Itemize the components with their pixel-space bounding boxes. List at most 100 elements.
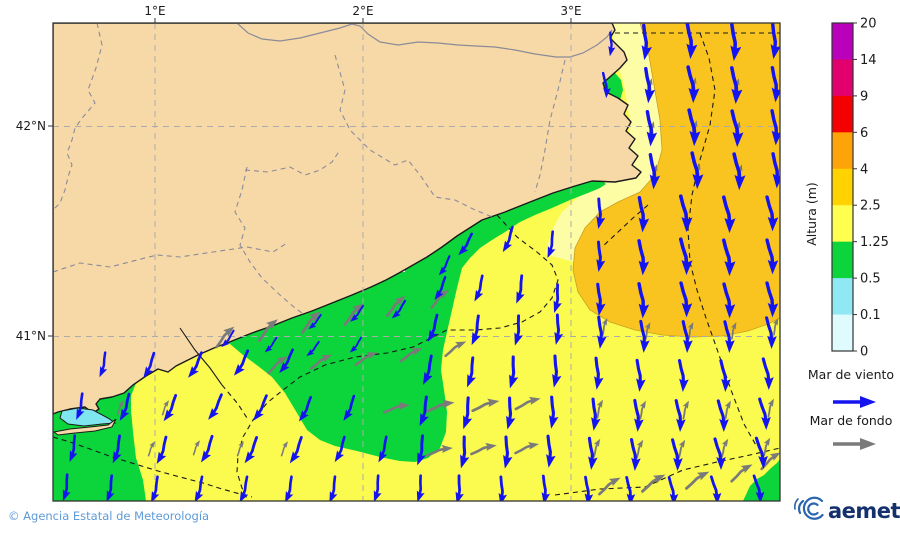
wind-legend-arrow-icon: [833, 396, 876, 408]
swell-arrow: [309, 354, 333, 370]
wind-arrow: [422, 354, 433, 385]
colorbar-segment: [832, 241, 853, 279]
wind-arrow: [637, 196, 650, 233]
wind-arrow: [554, 313, 564, 345]
x-axis-tick-label: 3°E: [560, 4, 581, 18]
colorbar-frame: [831, 22, 854, 352]
wind-arrow: [770, 23, 780, 60]
wind-arrow: [253, 394, 268, 421]
colorbar-segment: [832, 168, 853, 206]
delta-spit: [53, 418, 117, 436]
colorbar-tick-label: 2.5: [860, 199, 881, 214]
wind-arrow: [637, 239, 650, 276]
swell-arrow: [280, 441, 289, 457]
swell-arrow: [514, 396, 541, 411]
swell-arrow: [385, 296, 406, 317]
colorbar-tick-label: 14: [860, 53, 877, 68]
swell-arrow: [382, 401, 410, 414]
swell-arrow: [639, 400, 646, 420]
colorbar-title: Altura (m): [804, 182, 819, 246]
wind-arrow: [150, 475, 160, 501]
wind-arrow: [308, 313, 322, 330]
wind-arrow: [679, 237, 693, 276]
swell-arrow: [687, 322, 694, 340]
wind-arrow: [541, 474, 551, 501]
wind-arrow: [639, 319, 650, 353]
swell-arrow: [682, 400, 689, 420]
pale-wave-band: [545, 23, 662, 262]
wind-arrow: [629, 437, 641, 471]
wind-arrow: [667, 476, 679, 501]
wind-arrow: [506, 396, 516, 430]
swell-arrow: [593, 438, 601, 458]
colorbar-tick-label: 4: [860, 162, 868, 177]
wind-arrow: [597, 315, 607, 349]
swell-arrow: [641, 474, 666, 493]
wind-arrow: [587, 436, 598, 470]
colorbar-tick-label: 20: [860, 17, 877, 32]
swell-arrow: [161, 400, 170, 416]
swell-arrow: [730, 464, 753, 483]
wind-arrow: [690, 151, 704, 190]
swell-arrow: [721, 438, 729, 458]
wind-arrow: [771, 152, 780, 189]
wind-arrow: [637, 282, 650, 319]
wind-arrow: [596, 197, 606, 230]
wind-arrow: [373, 474, 382, 501]
wind-legend-label: Mar de viento: [808, 367, 894, 382]
wind-arrow: [378, 435, 388, 463]
colorbar: 20 14 9 6 4 2.5 1.25 0.5 0.1 0: [832, 17, 889, 360]
colorbar-tick-label: 0.1: [860, 308, 881, 323]
wind-arrow: [752, 474, 765, 501]
wind-arrow: [69, 434, 78, 463]
wind-arrow: [553, 283, 562, 313]
wind-arrow: [221, 329, 235, 348]
colorbar-tick-label: 0: [860, 345, 868, 360]
swell-arrow: [267, 356, 288, 375]
x-axis-tick-label: 1°E: [144, 4, 165, 18]
wind-arrow: [687, 108, 701, 147]
wind-arrow: [502, 225, 514, 253]
swell-arrow: [470, 442, 497, 456]
swell-arrow: [636, 439, 644, 459]
wind-arrow: [194, 475, 204, 501]
wind-arrow: [516, 274, 525, 304]
copyright-text: © Agencia Estatal de Meteorología: [8, 509, 209, 523]
swell-arrow: [192, 440, 201, 456]
swell-arrow: [772, 318, 779, 336]
swell-arrow: [730, 322, 737, 340]
swell-arrow: [471, 398, 500, 413]
map-frame: [52, 22, 781, 502]
wind-arrow: [584, 475, 594, 501]
y-axis-tick-label: 41°N: [16, 329, 46, 343]
swell-arrow: [760, 452, 780, 471]
colorbar-segment: [832, 205, 853, 243]
swell-arrow: [147, 441, 156, 457]
wind-arrow: [474, 274, 484, 302]
wind-arrow: [679, 281, 693, 318]
wind-arrow: [546, 434, 556, 468]
wind-arrow: [416, 474, 425, 501]
wind-arrow-field: [62, 23, 780, 501]
wind-arrow: [200, 434, 214, 463]
wind-arrow: [458, 232, 474, 256]
swell-arrow: [444, 341, 467, 358]
wind-arrow: [601, 71, 611, 99]
wind-arrow: [460, 435, 470, 469]
wind-arrow: [677, 358, 689, 392]
wind-arrow: [591, 397, 601, 431]
swell-arrow: [300, 311, 321, 335]
wind-arrow: [463, 396, 473, 430]
wind-arrow: [503, 435, 513, 469]
swell-arrow: [598, 477, 621, 496]
swell-arrow: [354, 352, 378, 367]
wind-arrow: [76, 392, 85, 420]
wind-arrow: [730, 23, 742, 61]
wind-arrow: [625, 475, 636, 501]
wind-arrow: [106, 474, 115, 501]
wind-arrow: [350, 304, 364, 322]
wind-arrow: [547, 230, 556, 259]
wind-arrow: [349, 336, 363, 353]
wind-arrow: [438, 255, 451, 276]
wind-arrow: [419, 395, 429, 427]
